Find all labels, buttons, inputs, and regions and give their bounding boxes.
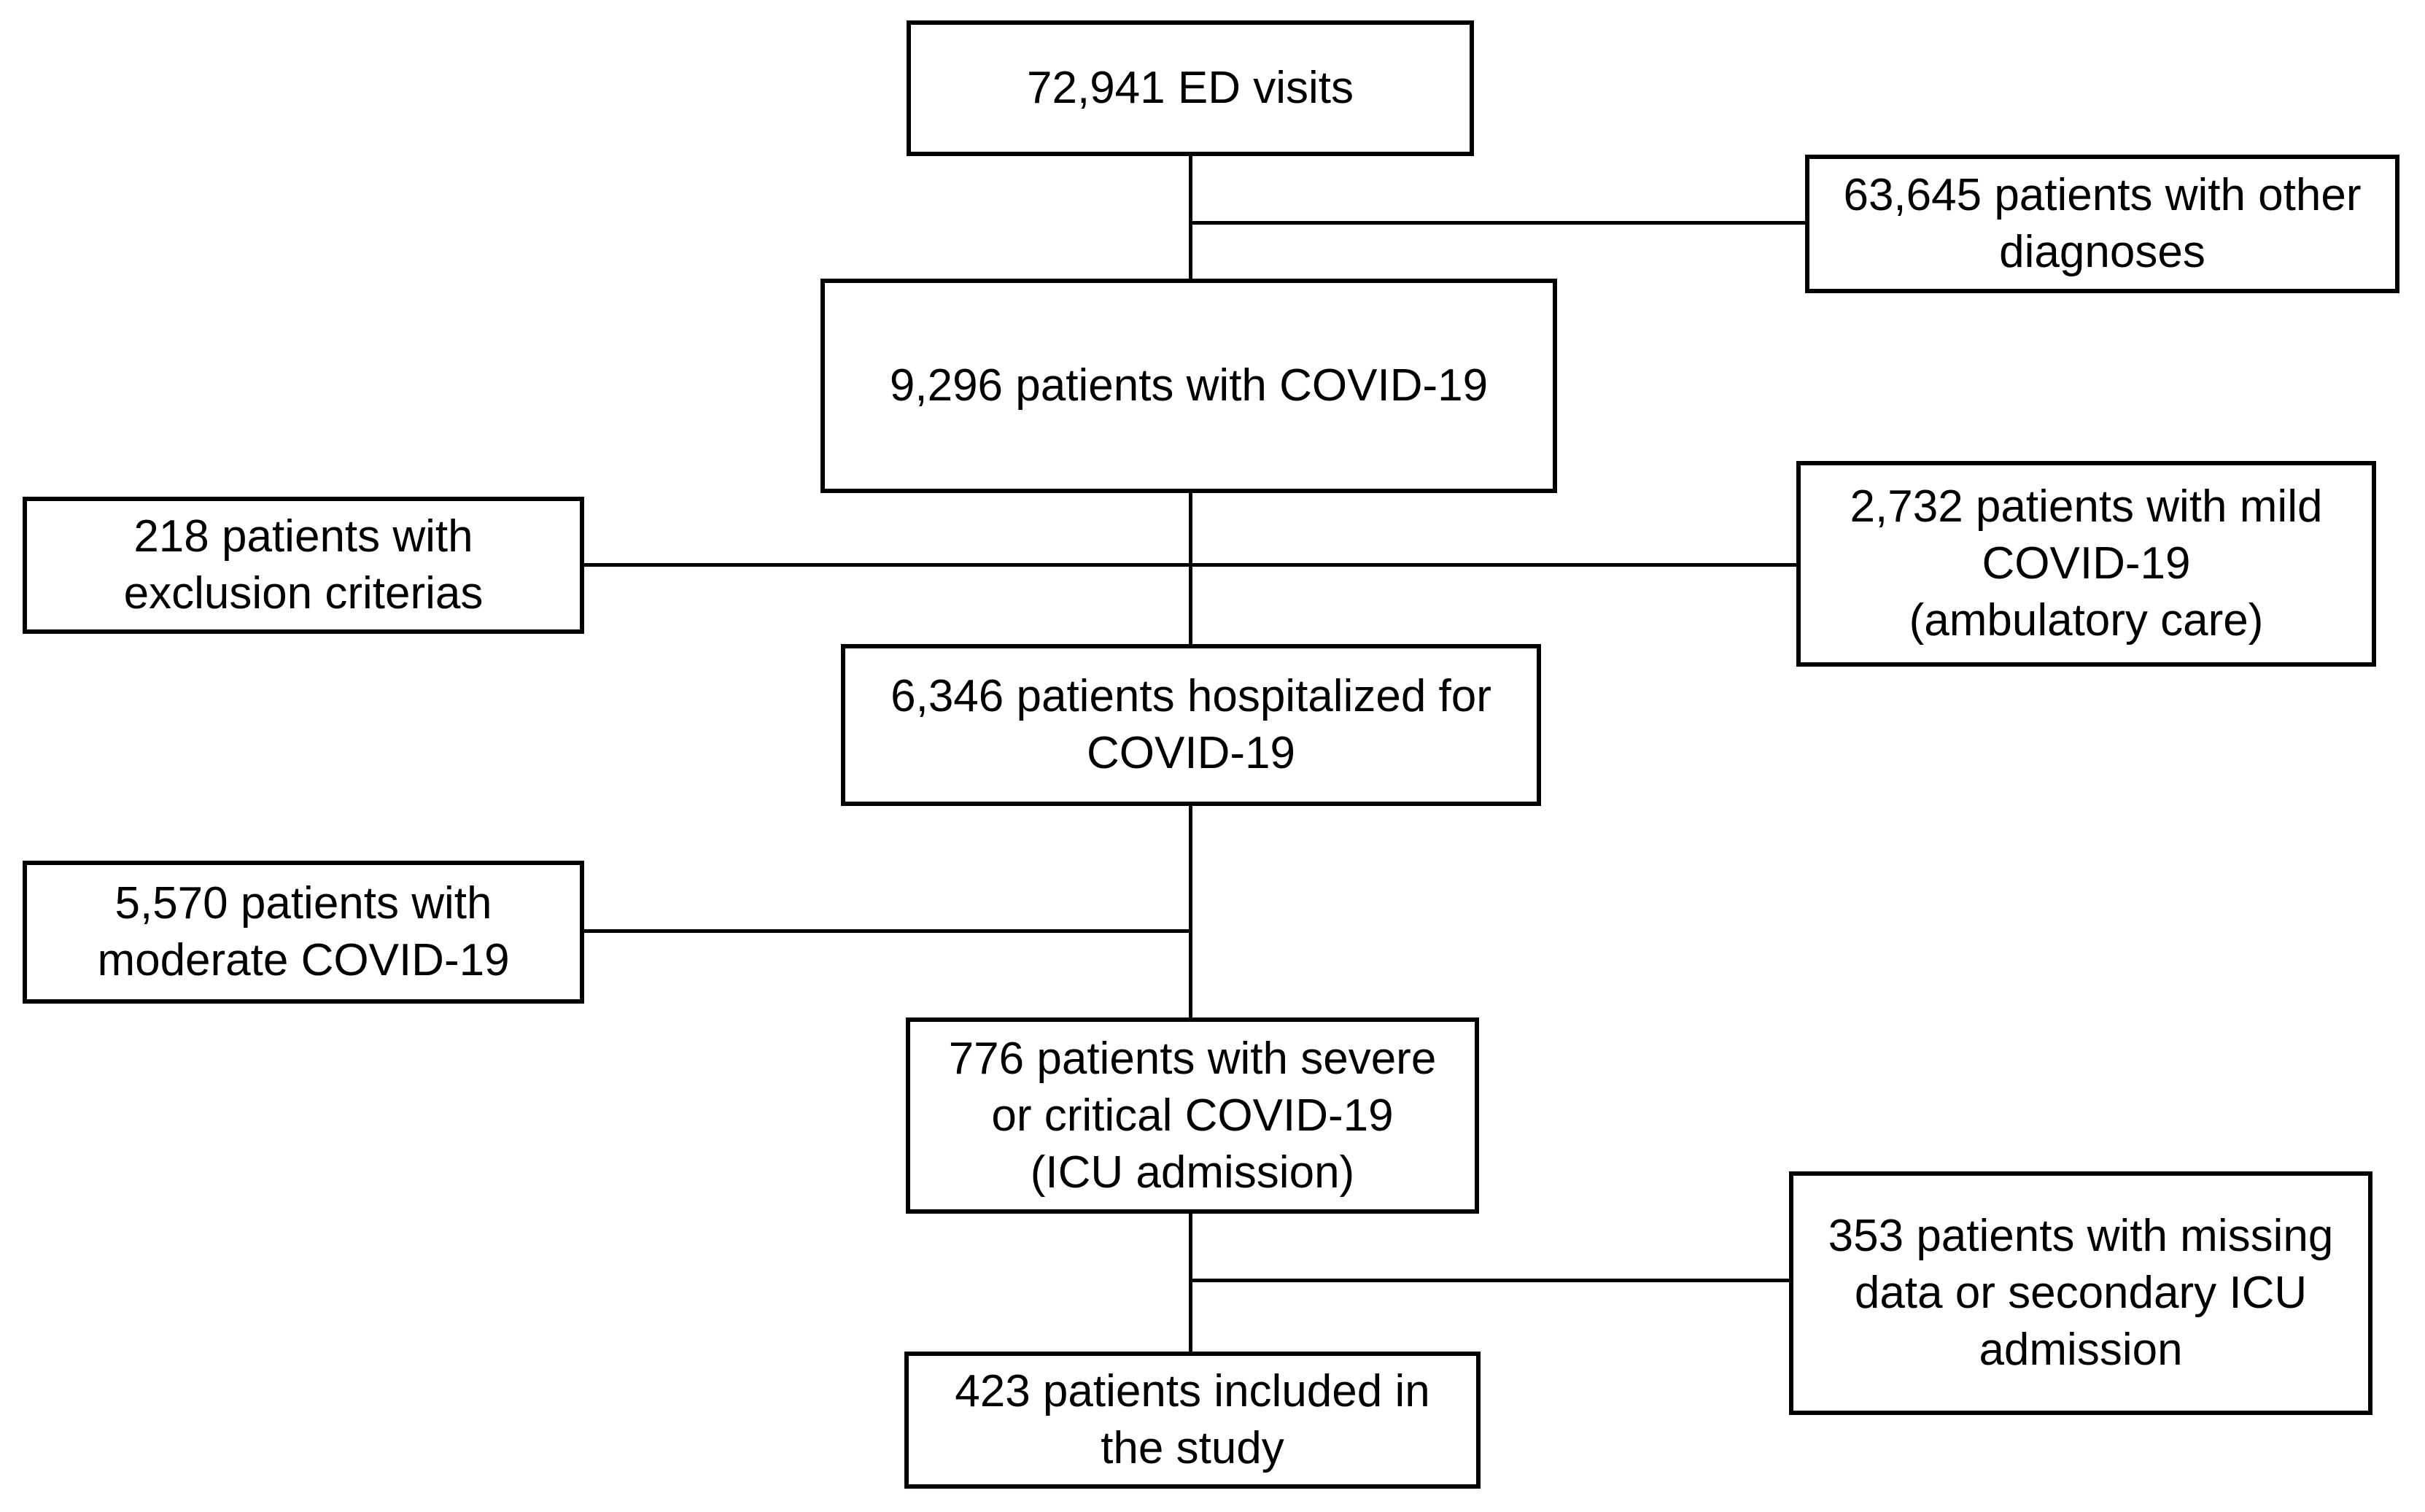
connector-severe-icu-to-included [1189,1212,1192,1354]
flow-box-other-diagnoses: 63,645 patients with other diagnoses [1805,155,2399,293]
flow-box-moderate-covid19: 5,570 patients with moderate COVID-19 [23,861,584,1004]
flow-box-severe-critical-icu: 776 patients with severe or critical COV… [906,1017,1479,1214]
connector-branch-moderate [583,929,1192,933]
flow-box-hospitalized: 6,346 patients hospitalized for COVID-19 [841,644,1541,806]
flow-box-included-in-study: 423 patients included in the study [904,1352,1481,1489]
connector-branch-other-diagnoses [1190,221,1807,225]
flow-box-exclusion-criterias: 218 patients with exclusion criterias [23,497,584,634]
connector-branch-missing-data [1190,1279,1790,1282]
flow-box-mild-covid19: 2,732 patients with mild COVID-19 (ambul… [1796,461,2376,667]
connector-covid19-to-hospitalized [1189,492,1192,647]
connector-branch-exclusion-and-mild [583,563,1798,567]
flow-box-ed-visits: 72,941 ED visits [907,20,1474,156]
flow-box-covid19-patients: 9,296 patients with COVID-19 [820,279,1557,493]
flow-box-missing-data: 353 patients with missing data or second… [1789,1171,2372,1415]
connector-hospitalized-to-severe-icu [1189,805,1192,1020]
connector-ed-visits-to-covid19 [1189,155,1192,282]
